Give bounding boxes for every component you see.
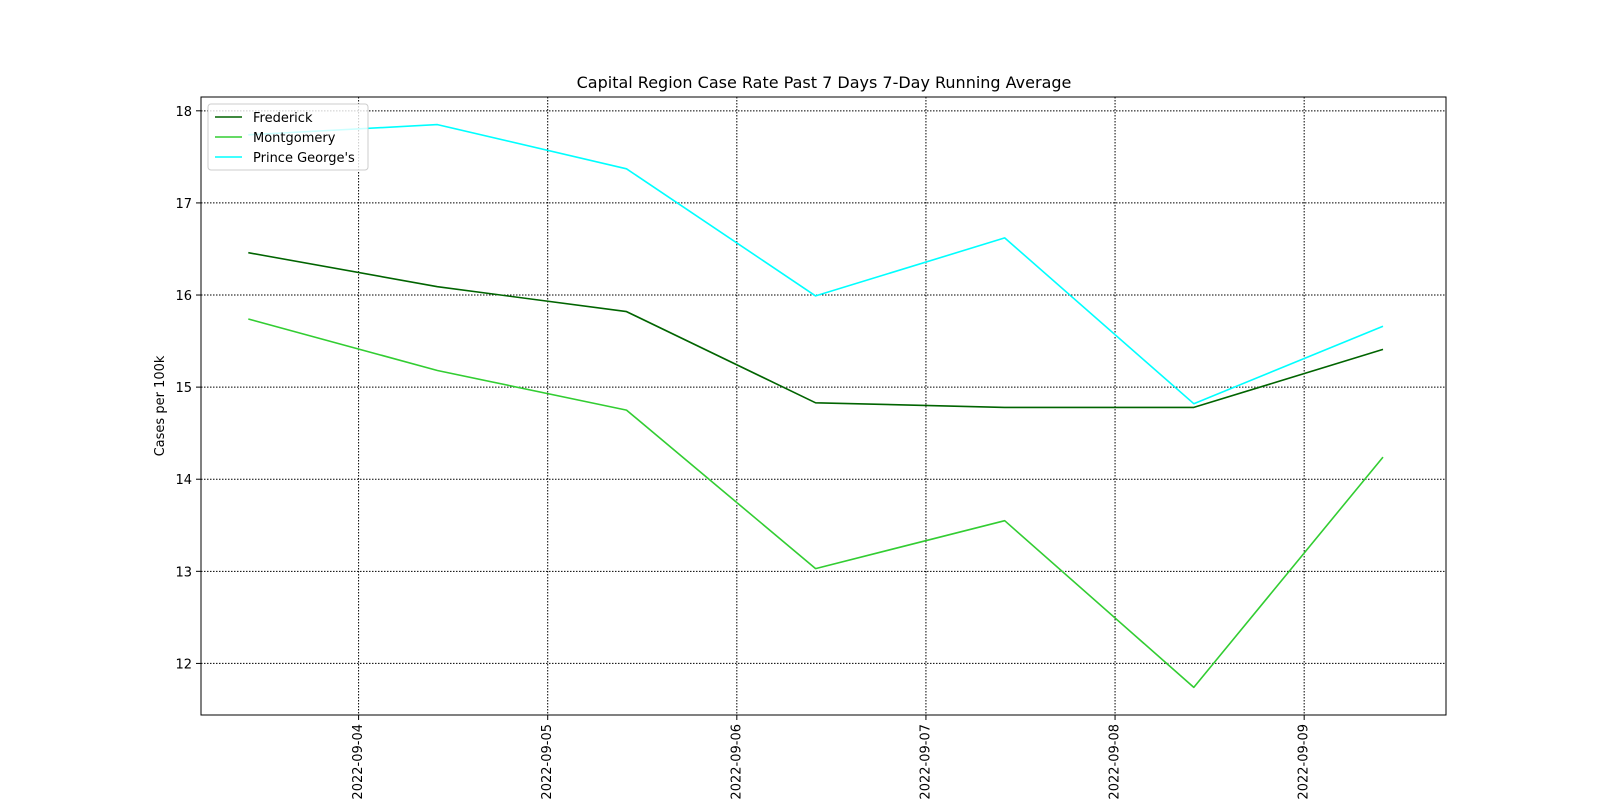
- x-tick-label: 2022-09-09: [1297, 724, 1312, 800]
- plot-frame: [200, 96, 1447, 716]
- y-tick-label: 18: [175, 105, 192, 120]
- legend: Frederick Montgomery Prince George's: [207, 103, 369, 171]
- x-tick-label: 2022-09-06: [729, 724, 744, 800]
- series-lines: [248, 123, 1384, 689]
- y-tick-label: 14: [175, 473, 192, 488]
- legend-label: Montgomery: [253, 131, 336, 146]
- legend-box: [207, 103, 369, 171]
- series-line-montgomery: [248, 318, 1384, 689]
- x-tick-label: 2022-09-05: [540, 724, 555, 800]
- x-tick-label: 2022-09-04: [351, 724, 366, 800]
- series-line-frederick: [248, 251, 1384, 409]
- y-tick-label: 13: [175, 565, 192, 580]
- x-axis-ticks: 2022-09-04 2022-09-05 2022-09-06 2022-09-07…: [351, 715, 1312, 800]
- y-axis-ticks: 12 13 14 15 16 17 18: [175, 105, 201, 672]
- y-axis-label: Cases per 100k: [153, 355, 168, 456]
- legend-label: Frederick: [253, 111, 313, 126]
- grid-lines: [201, 97, 1446, 715]
- y-tick-label: 15: [175, 381, 192, 396]
- series-line-prince-george-s: [248, 123, 1384, 405]
- chart-title: Capital Region Case Rate Past 7 Days 7-D…: [577, 73, 1072, 92]
- x-tick-label: 2022-09-07: [918, 724, 933, 800]
- y-tick-label: 16: [175, 289, 192, 304]
- y-tick-label: 12: [175, 657, 192, 672]
- legend-label: Prince George's: [253, 151, 355, 166]
- y-tick-label: 17: [175, 197, 192, 212]
- x-tick-label: 2022-09-08: [1108, 724, 1123, 800]
